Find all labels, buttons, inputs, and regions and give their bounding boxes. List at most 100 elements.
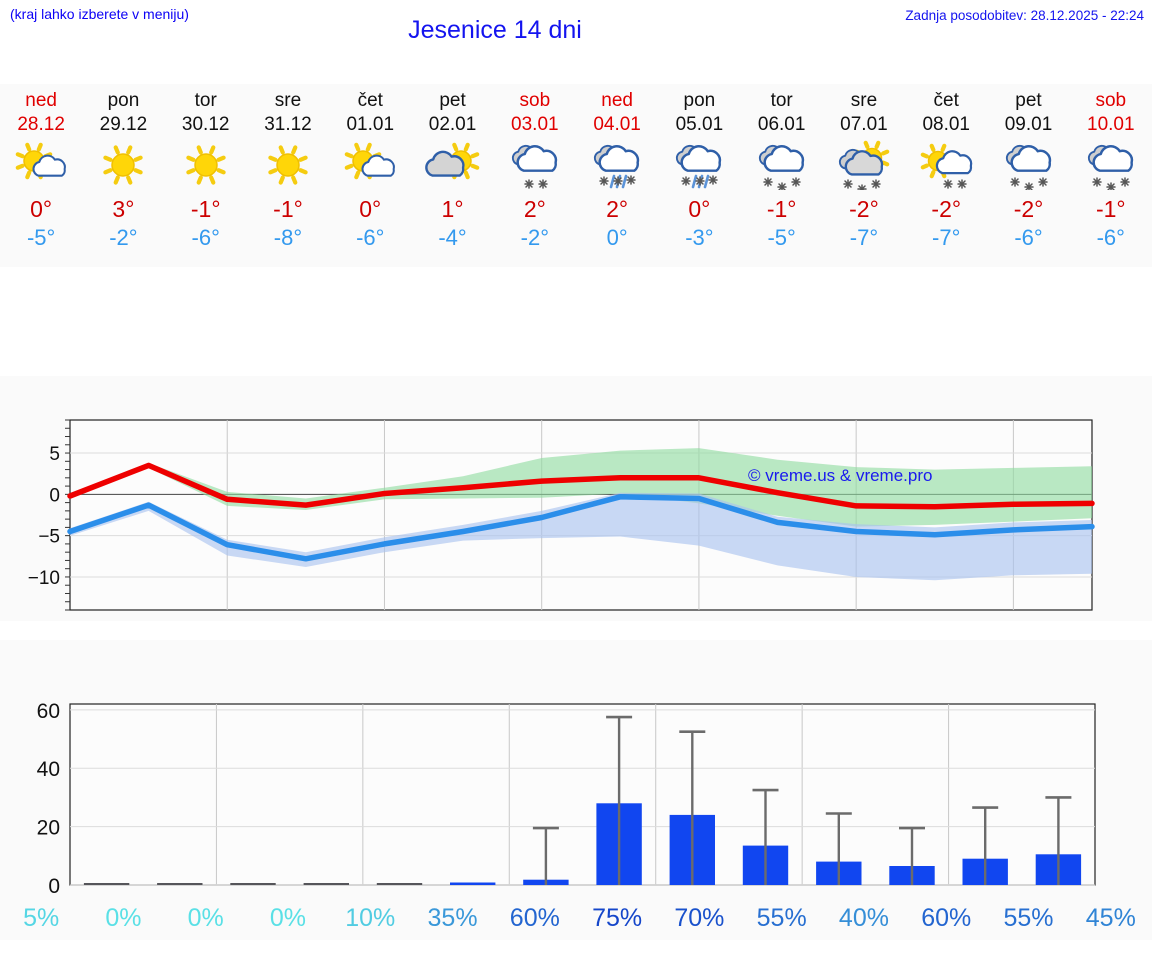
svg-text:0: 0 — [48, 875, 60, 898]
cloud-snow3-icon — [1074, 139, 1148, 191]
day-of-week: tor — [194, 90, 217, 111]
day-column[interactable]: pet 02.01 1° -4° — [411, 84, 493, 267]
copyright-credit: © vreme.us & vreme.pro — [748, 466, 933, 485]
day-of-week: ned — [25, 90, 57, 111]
svg-text:−5: −5 — [38, 527, 60, 548]
day-temp-max: -1° — [1095, 196, 1126, 222]
svg-text:20: 20 — [37, 817, 60, 840]
precipitation-probability: 35% — [427, 903, 478, 932]
day-column[interactable]: pon 29.12 3° -2° — [82, 84, 164, 267]
cloud-snow3-icon — [992, 139, 1066, 191]
day-temp-max: 3° — [112, 196, 135, 222]
day-temp-min: -5° — [767, 225, 796, 250]
day-of-week: pet — [439, 90, 466, 111]
day-column[interactable]: pon 05.01 0° -3° — [658, 84, 740, 267]
day-temp-max: -1° — [273, 196, 303, 222]
day-temp-max: -2° — [849, 196, 879, 222]
sun-cloud-icon — [333, 139, 407, 191]
day-column[interactable]: ned 04.01 2° 0° — [576, 84, 658, 267]
svg-text:5: 5 — [49, 444, 60, 465]
day-temp-max: 2° — [606, 196, 629, 222]
day-column[interactable]: pet 09.01 -2° -6° — [987, 84, 1069, 267]
sun-icon — [251, 139, 325, 191]
day-date: 08.01 — [922, 114, 970, 135]
sun-cloud-icon — [4, 139, 78, 191]
day-temp-min: -7° — [849, 225, 879, 250]
sun-cloud-snow2-icon — [909, 139, 983, 191]
day-column[interactable]: sob 10.01 -1° -6° — [1070, 84, 1152, 267]
day-temp-max: 0° — [688, 196, 711, 222]
day-column[interactable]: čet 08.01 -2° -7° — [905, 84, 987, 267]
precipitation-probability-labels: 5% 0% 0% 0% 10% 35% 60% 75% 70% 55% 40% 60% 55% 45% — [0, 900, 1152, 936]
cloud-rain-snow-icon — [580, 139, 654, 191]
day-temp-max: 2° — [523, 196, 546, 222]
day-temp-max: -1° — [766, 196, 797, 222]
day-of-week: pet — [1015, 90, 1042, 111]
precipitation-probability: 5% — [23, 903, 60, 932]
precipitation-probability: 40% — [838, 903, 889, 932]
day-temp-max: -2° — [1013, 196, 1044, 222]
day-temp-max: 0° — [30, 196, 53, 222]
day-date: 28.12 — [17, 114, 65, 135]
day-temp-min: -2° — [520, 225, 549, 250]
precipitation-probability: 60% — [509, 903, 560, 932]
sun-icon — [169, 139, 243, 191]
svg-text:−10: −10 — [28, 568, 60, 589]
day-column[interactable]: sre 07.01 -2° -7° — [823, 84, 905, 267]
day-column[interactable]: tor 06.01 -1° -5° — [741, 84, 823, 267]
temperature-chart: 5 0 −5 −10 — [0, 376, 1152, 621]
day-date: 09.01 — [1004, 114, 1053, 135]
precipitation-probability: 0% — [105, 903, 142, 932]
day-date: 10.01 — [1087, 114, 1135, 135]
cloud-snow-icon — [498, 139, 572, 191]
day-temp-min: -6° — [356, 225, 385, 250]
day-temp-min: -6° — [191, 225, 220, 250]
menu-hint-text: (kraj lahko izberete v meniju) — [10, 6, 189, 22]
day-column[interactable]: tor 30.12 -1° -6° — [165, 84, 247, 267]
day-temp-min: -6° — [1014, 225, 1043, 250]
day-column[interactable]: sob 03.01 2° -2° — [494, 84, 576, 267]
day-date: 30.12 — [181, 114, 230, 135]
day-of-week: ned — [601, 90, 633, 111]
day-temp-min: -3° — [685, 225, 714, 250]
day-temp-max: -2° — [931, 196, 962, 222]
day-date: 03.01 — [511, 114, 559, 135]
day-column[interactable]: ned 28.12 0° -5° — [0, 84, 82, 267]
day-temp-min: -8° — [273, 225, 303, 250]
day-column[interactable]: čet 01.01 0° -6° — [329, 84, 411, 267]
precipitation-probability: 70% — [674, 903, 725, 932]
last-updated-text: Zadnja posodobitev: 28.12.2025 - 22:24 — [905, 8, 1144, 23]
precipitation-probability: 60% — [921, 903, 972, 932]
day-date: 05.01 — [675, 114, 724, 135]
precipitation-probability: 55% — [756, 903, 807, 932]
svg-text:40: 40 — [37, 758, 60, 781]
day-of-week: čet — [357, 90, 383, 111]
page-header: (kraj lahko izberete v meniju) Jesenice … — [0, 0, 1152, 62]
day-date: 06.01 — [757, 114, 806, 135]
day-column[interactable]: sre 31.12 -1° -8° — [247, 84, 329, 267]
day-date: 07.01 — [840, 114, 888, 135]
day-of-week: sob — [519, 90, 551, 111]
day-temp-min: -5° — [26, 225, 56, 250]
day-of-week: sre — [850, 90, 878, 111]
svg-text:60: 60 — [37, 700, 60, 723]
day-date: 31.12 — [264, 114, 312, 135]
precipitation-probability: 75% — [592, 903, 643, 932]
day-temp-min: -7° — [932, 225, 961, 250]
sun-cloud-snow3-icon — [827, 139, 901, 191]
precipitation-probability: 0% — [269, 903, 307, 932]
cloud-rain-snow-icon — [662, 139, 736, 191]
day-date: 02.01 — [428, 114, 477, 135]
day-of-week: tor — [770, 90, 793, 111]
sun-icon — [86, 139, 160, 191]
cloud-snow3-icon — [745, 139, 819, 191]
day-temp-max: 0° — [359, 196, 382, 222]
day-temp-max: -1° — [190, 196, 221, 222]
precipitation-probability: 55% — [1003, 903, 1054, 932]
day-temp-min: -4° — [438, 225, 467, 250]
daily-forecast-strip: ned 28.12 0° -5° pon 29.12 3° -2° tor 30.1… — [0, 84, 1152, 267]
day-of-week: čet — [933, 90, 959, 111]
day-temp-min: -6° — [1096, 225, 1125, 250]
precipitation-probability: 0% — [187, 903, 224, 932]
day-temp-max: 1° — [441, 196, 464, 222]
